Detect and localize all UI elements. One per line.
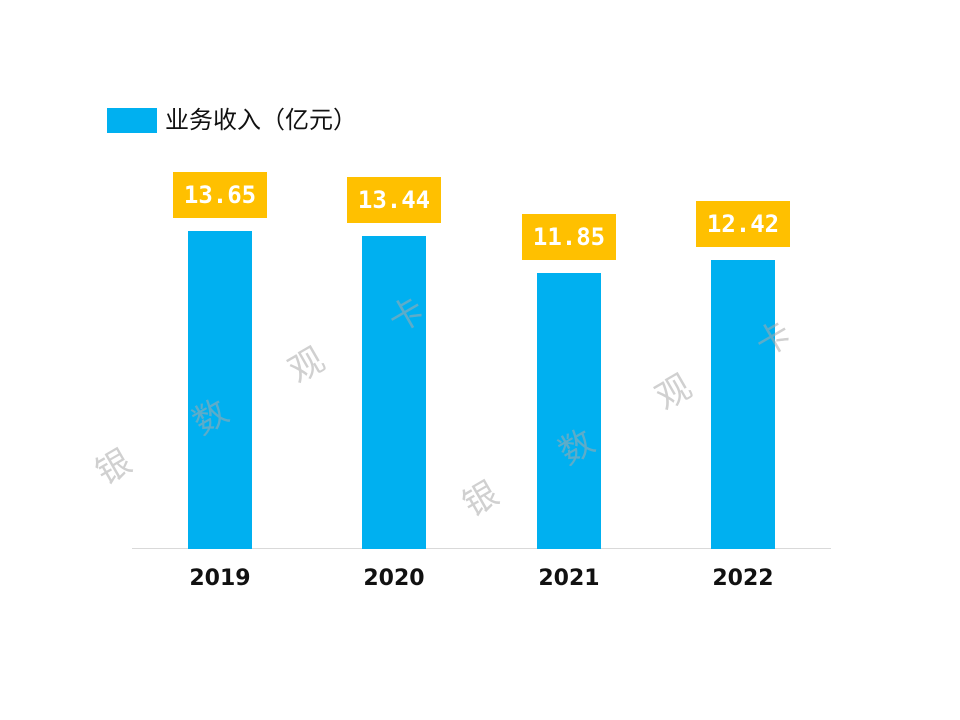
watermark-char: 银 [456, 473, 506, 526]
x-tick-label-2020: 2020 [363, 566, 425, 591]
bar-2022 [711, 259, 775, 549]
bar-2020 [362, 235, 426, 549]
x-tick-label-2022: 2022 [712, 566, 774, 591]
value-label-2021: 11.85 [522, 213, 616, 260]
watermark-char: 银 [89, 441, 139, 494]
legend-label: 业务收入（亿元） [165, 106, 357, 134]
value-label-2019: 13.65 [173, 171, 267, 218]
watermark-char: 观 [282, 339, 332, 392]
x-tick-label-2019: 2019 [189, 566, 251, 591]
value-label-2020: 13.44 [347, 176, 441, 223]
x-axis-line [132, 548, 831, 549]
x-tick-label-2021: 2021 [538, 566, 600, 591]
watermark-char: 观 [649, 366, 699, 419]
legend-swatch [107, 108, 157, 133]
bar-2021 [537, 272, 601, 549]
value-label-2022: 12.42 [696, 200, 790, 247]
bar-2019 [188, 230, 252, 549]
